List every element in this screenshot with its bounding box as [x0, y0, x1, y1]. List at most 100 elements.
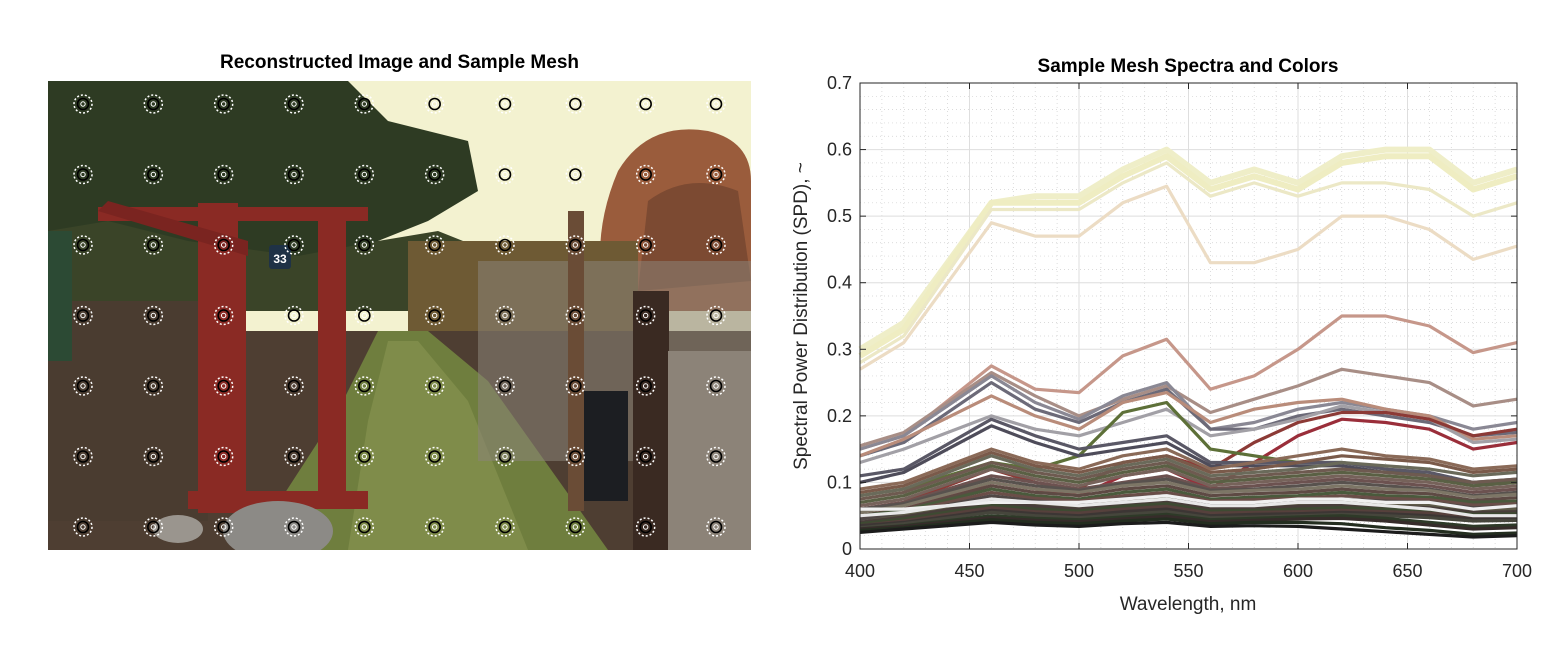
axes: 400 450 500 550 600 650 700 0 0.1 0.2 0.3 0.4 0.5 0.6…: [827, 73, 1532, 581]
mesh-point: [706, 94, 726, 114]
mesh-point: [706, 517, 726, 537]
mesh-point: [143, 164, 164, 185]
spectrum-line: [859, 460, 1518, 501]
mesh-point: [213, 305, 234, 326]
spectrum-line: [859, 447, 1518, 491]
mesh-point: [73, 517, 93, 537]
spectrum-line: [858, 153, 1518, 359]
spectrum-line: [859, 507, 1518, 528]
y-tick-label: 0.3: [827, 339, 852, 359]
mesh-point: [424, 164, 445, 185]
mesh-point: [354, 446, 375, 467]
mesh-point: [635, 446, 656, 467]
mesh-point: [354, 94, 375, 114]
mesh-point: [213, 376, 234, 396]
mesh-point: [73, 376, 93, 396]
mesh-point: [635, 164, 656, 185]
mesh-point: [424, 305, 445, 326]
x-tick-label: 400: [845, 561, 875, 581]
mesh-point: [284, 164, 304, 185]
x-axis-label: Wavelength, nm: [1120, 594, 1257, 615]
mesh-point: [424, 446, 445, 467]
mesh-point: [565, 305, 586, 326]
spectrum-line: [859, 502, 1518, 526]
rock: [223, 501, 333, 550]
mesh-point: [565, 235, 586, 255]
mesh-point: [706, 376, 726, 396]
spectrum-line: [859, 480, 1518, 514]
mesh-point: [143, 305, 164, 326]
mesh-point: [213, 235, 234, 255]
y-axis-label: Spectral Power Distribution (SPD), ~: [791, 162, 812, 470]
spectrum-line: [859, 184, 1518, 371]
mesh-point: [706, 305, 726, 326]
spectrum-line: [859, 454, 1518, 498]
mesh-point: [354, 164, 375, 185]
mesh-point: [143, 517, 164, 537]
chart-title: Sample Mesh Spectra and Colors: [1038, 56, 1339, 77]
mesh-point: [284, 376, 304, 396]
spectrum-line: [859, 520, 1518, 539]
mesh-point: [635, 94, 656, 114]
y-tick-label: 0.1: [827, 472, 852, 492]
mesh-point: [73, 446, 93, 467]
mesh-point: [354, 305, 375, 326]
spectrum-line: [859, 467, 1518, 508]
spectrum-line: [859, 517, 1518, 537]
spectrum-line: [859, 510, 1518, 530]
mesh-point: [73, 305, 93, 326]
spectrum-line: [859, 504, 1518, 528]
mesh-point: [213, 517, 234, 537]
mesh-point: [73, 164, 93, 185]
mesh-point: [424, 235, 445, 255]
left-structure: [48, 231, 72, 361]
mesh-point: [143, 94, 164, 114]
mesh-point: [354, 517, 375, 537]
mesh-point: [213, 94, 234, 114]
mesh-point: [565, 94, 586, 114]
y-tick-label: 0.4: [827, 273, 852, 293]
bin: [578, 391, 628, 501]
sample-mesh: [73, 94, 726, 537]
image-title: Reconstructed Image and Sample Mesh: [220, 52, 579, 73]
scene-background: 33: [48, 81, 751, 550]
rock-small: [153, 515, 203, 543]
mesh-point: [565, 517, 586, 537]
mesh-point: [495, 376, 515, 396]
red-gate: [98, 201, 368, 513]
mesh-point: [424, 517, 445, 537]
gate-number: 33: [273, 252, 287, 266]
mesh-point: [143, 446, 164, 467]
x-tick-label: 700: [1502, 561, 1532, 581]
mesh-point: [706, 164, 726, 185]
spectrum-line: [859, 512, 1518, 531]
mesh-point: [495, 235, 515, 255]
mesh-point: [495, 517, 515, 537]
spectrum-line: [859, 477, 1518, 511]
mesh-point: [424, 376, 445, 396]
mesh-point: [635, 517, 656, 537]
mesh-point: [143, 235, 164, 255]
reconstructed-image: 33: [48, 81, 751, 550]
mesh-point: [213, 164, 234, 185]
mesh-point: [565, 164, 586, 185]
left-garden: [48, 301, 208, 521]
grass-path-light: [348, 341, 528, 550]
mesh-point: [284, 94, 304, 114]
x-tick-label: 600: [1283, 561, 1313, 581]
mesh-point: [635, 305, 656, 326]
mesh-point: [635, 376, 656, 396]
y-tick-label: 0.6: [827, 140, 852, 160]
mesh-point: [424, 94, 445, 114]
y-tick-label: 0.5: [827, 206, 852, 226]
spectrum-line: [859, 314, 1518, 451]
spectrum-line: [860, 494, 1518, 511]
mesh-point: [73, 94, 93, 114]
mesh-point: [284, 235, 304, 255]
spectrum-line: [859, 514, 1518, 531]
spectrum-line: [859, 487, 1518, 518]
mesh-point: [495, 164, 515, 185]
mesh-point: [495, 94, 515, 114]
wood-post-right: [568, 211, 584, 511]
